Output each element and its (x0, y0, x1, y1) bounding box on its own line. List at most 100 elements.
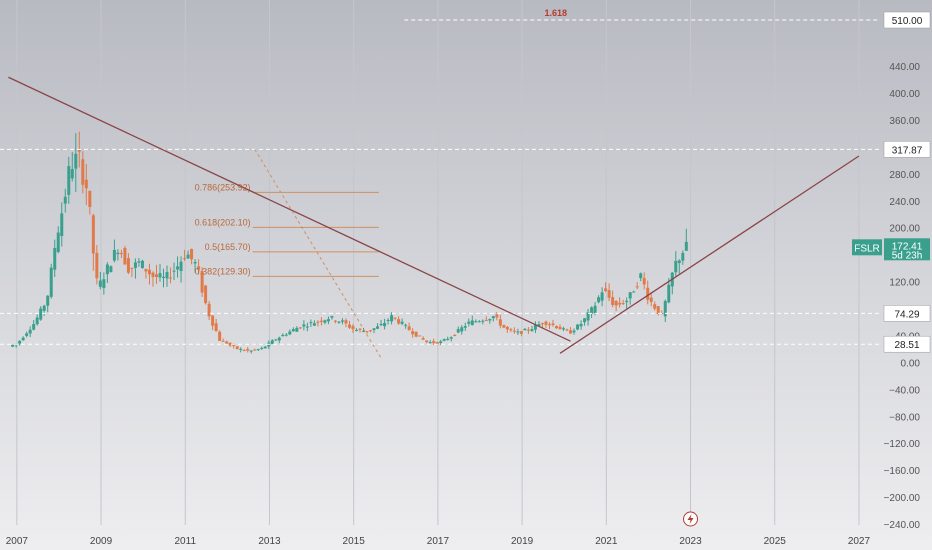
candle-body (369, 330, 373, 332)
candle-body (105, 264, 109, 275)
y-tick-label: 120.00 (889, 278, 920, 289)
candle-body (28, 329, 32, 334)
price-level-badge (883, 11, 931, 29)
candle-body (147, 269, 151, 275)
candle-body (263, 346, 267, 349)
candle-body (137, 261, 141, 263)
price-level-label: 74.29 (894, 309, 919, 320)
candle-body (109, 266, 113, 273)
candle-body (632, 291, 636, 293)
candle-body (53, 248, 57, 270)
trendline[interactable] (8, 76, 571, 342)
y-tick-label: 0.00 (901, 358, 921, 369)
candle-body (554, 326, 558, 329)
candle-body (498, 319, 502, 326)
y-tick-label: 440.00 (889, 62, 920, 73)
candle-body (551, 323, 555, 325)
candle-body (67, 166, 71, 195)
candle-body (35, 317, 39, 325)
candle-body (249, 350, 253, 352)
candle-body (583, 318, 587, 323)
candle-body (347, 324, 351, 328)
candle-body (291, 329, 295, 332)
candle-body (116, 252, 120, 255)
candle-body (372, 328, 376, 331)
candle-body (663, 300, 667, 317)
candle-body (677, 260, 681, 264)
candle-body (562, 328, 566, 330)
candle-body (544, 321, 548, 325)
price-level-label: 317.87 (892, 145, 923, 156)
candle-body (74, 153, 78, 169)
candle-body (362, 330, 366, 332)
y-tick-label: −200.00 (884, 493, 921, 504)
x-tick-label: 2019 (511, 536, 534, 547)
candle-body (565, 329, 569, 331)
candle-body (400, 321, 404, 324)
candle-body (165, 272, 169, 279)
candle-body (439, 341, 443, 344)
candle-body (379, 323, 383, 326)
candle-body (681, 252, 685, 261)
x-tick-label: 2007 (6, 536, 29, 547)
candle-body (88, 190, 92, 208)
candle-body (449, 337, 453, 339)
last-price-countdown: 5d 23h (892, 250, 923, 261)
candle-body (407, 326, 411, 331)
candle-body (639, 273, 643, 279)
candle-body (312, 323, 316, 326)
y-tick-label: −160.00 (884, 466, 921, 477)
candle-body (183, 258, 187, 260)
candle-body (172, 270, 176, 272)
candle-body (460, 327, 464, 332)
candle-body (119, 253, 123, 255)
candle-body (411, 331, 415, 335)
candle-body (453, 335, 457, 337)
price-level-badge (883, 335, 931, 353)
candle-body (91, 215, 95, 254)
candle-body (614, 300, 618, 306)
candle-body (354, 329, 358, 331)
candle-body (319, 320, 323, 322)
candle-body (537, 324, 541, 327)
trendline[interactable] (559, 155, 860, 354)
candle-body (519, 331, 523, 334)
candle-body (337, 321, 341, 323)
last-price-badge (884, 238, 930, 261)
candle-body (193, 262, 197, 264)
candle-body (284, 334, 288, 336)
candle-body (235, 346, 239, 349)
candle-body (611, 297, 615, 305)
candle-body (435, 342, 439, 345)
candle-body (253, 349, 257, 351)
candle-body (200, 270, 204, 293)
candle-body (77, 149, 81, 152)
candle-body (526, 329, 530, 331)
retrace-dashed-line (254, 149, 382, 359)
candle-body (656, 306, 660, 315)
candle-body (495, 314, 499, 318)
x-tick-label: 2017 (427, 536, 450, 547)
candle-body (358, 328, 362, 330)
candle-body (540, 323, 544, 325)
candle-body (488, 319, 492, 321)
lightning-bolt-glyph (687, 514, 694, 524)
candle-body (502, 324, 506, 328)
candle-body (572, 330, 576, 333)
candle-body (63, 196, 67, 204)
x-tick-label: 2015 (343, 536, 366, 547)
y-tick-label: 400.00 (889, 89, 920, 100)
candle-body (18, 340, 22, 344)
candle-body (558, 326, 562, 330)
y-tick-label: 360.00 (889, 116, 920, 127)
x-tick-label: 2025 (764, 536, 787, 547)
candle-body (169, 277, 173, 279)
candle-body (39, 308, 43, 320)
candle-body (84, 179, 88, 189)
candle-body (442, 339, 446, 341)
candle-body (393, 317, 397, 319)
candle-body (242, 350, 246, 352)
candle-body (32, 324, 36, 330)
